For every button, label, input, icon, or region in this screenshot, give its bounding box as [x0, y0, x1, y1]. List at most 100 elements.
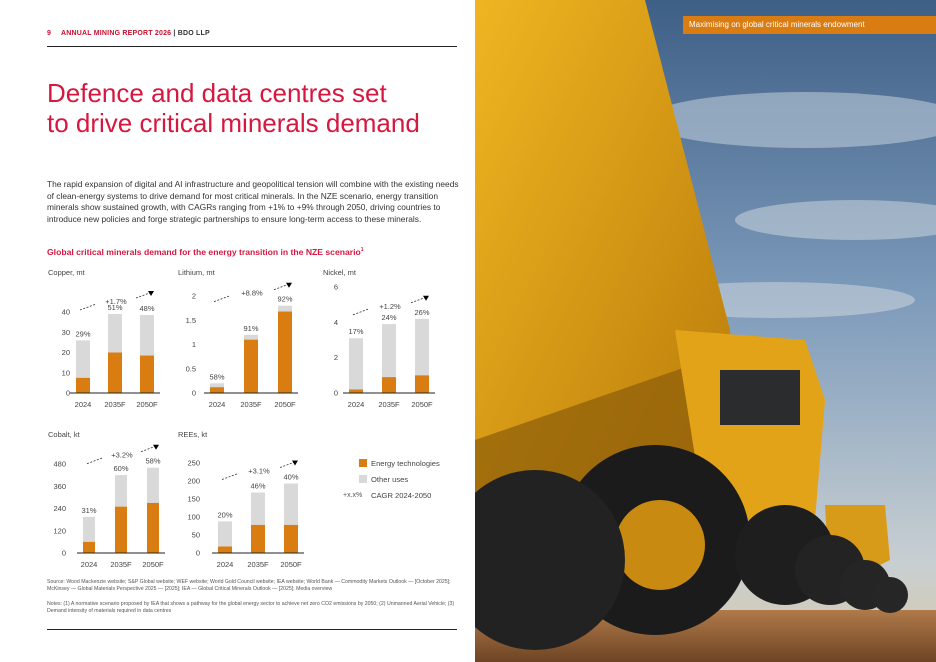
cagr-arrow-left [213, 295, 231, 303]
section-tag: Maximising on global critical minerals e… [683, 16, 936, 34]
chart-section-title-text: Global critical minerals demand for the … [47, 247, 361, 257]
chart-title: Nickel, mt [323, 268, 357, 277]
source-note: Source: Wood Mackenzie website; S&P Glob… [47, 579, 451, 592]
cagr-arrow-left [79, 303, 97, 311]
energy-swatch [359, 459, 367, 467]
y-tick-label: 150 [187, 495, 200, 504]
x-tick-label: 2050F [136, 400, 158, 409]
chart-title: Lithium, mt [178, 268, 216, 277]
page-number: 9 [47, 30, 52, 37]
bar-energy-technologies [210, 387, 224, 393]
bar-other-uses [415, 318, 429, 376]
bar-other-uses [115, 475, 127, 507]
y-tick-label: 6 [334, 283, 338, 292]
bar-energy-technologies [83, 541, 95, 553]
footer-rule [47, 629, 457, 630]
bar-energy-technologies [278, 311, 292, 393]
bar-other-uses [140, 315, 154, 356]
data-label: 60% [113, 464, 128, 473]
y-tick-label: 10 [62, 368, 70, 377]
legend-item-other: Other uses [343, 471, 440, 487]
x-tick-label: 2035F [378, 400, 400, 409]
footnote-marker: 1 [360, 247, 364, 254]
y-tick-label: 30 [62, 328, 70, 337]
cagr-label: +8.8% [241, 289, 263, 298]
y-tick-label: 20 [62, 348, 70, 357]
bar-energy-technologies [284, 524, 298, 553]
y-tick-label: 200 [187, 477, 200, 486]
bar-energy-technologies [218, 546, 232, 553]
report-page-left: 9 ANNUAL MINING REPORT 2026 | BDO LLP De… [47, 30, 459, 630]
legend-label-cagr: CAGR 2024-2050 [371, 490, 432, 500]
cagr-arrow-left [221, 473, 239, 480]
cloud [735, 200, 936, 240]
company-name: BDO LLP [177, 30, 210, 37]
y-tick-label: 2 [334, 353, 338, 362]
x-tick-label: 2035F [247, 560, 269, 569]
x-tick-label: 2035F [240, 400, 262, 409]
legend-item-cagr: +x.x% CAGR 2024-2050 [343, 487, 440, 503]
wheel-hub [615, 500, 705, 590]
data-label: 17% [348, 327, 363, 336]
cagr-label: +3.1% [248, 467, 270, 476]
data-label: 26% [414, 308, 429, 317]
header-separator: | [173, 30, 176, 37]
truck-tire [872, 577, 908, 613]
data-label: 40% [283, 473, 298, 482]
cagr-arrowhead [292, 460, 298, 466]
data-label: 24% [381, 313, 396, 322]
bar-other-uses [83, 516, 95, 542]
y-tick-label: 0 [66, 389, 70, 398]
cagr-symbol: +x.x% [343, 491, 363, 499]
y-tick-label: 100 [187, 513, 200, 522]
y-tick-label: 0 [192, 389, 196, 398]
bar-energy-technologies [108, 352, 122, 393]
bar-other-uses [382, 324, 396, 378]
y-tick-label: 360 [53, 482, 66, 491]
y-tick-label: 0 [62, 549, 66, 558]
y-tick-label: 2 [192, 292, 196, 301]
bar-other-uses [218, 521, 232, 547]
cagr-label: +3.2% [111, 451, 133, 460]
header-rule [47, 46, 457, 47]
x-tick-label: 2050F [411, 400, 433, 409]
x-tick-label: 2024 [81, 560, 98, 569]
bar-energy-technologies [147, 502, 159, 553]
cagr-arrow-left [86, 457, 104, 465]
bar-other-uses [76, 340, 90, 378]
data-label: 91% [243, 324, 258, 333]
data-label: 29% [75, 329, 90, 338]
data-label: 51% [107, 303, 122, 312]
y-tick-label: 120 [53, 526, 66, 535]
bar-other-uses [349, 338, 363, 390]
report-title: ANNUAL MINING REPORT 2026 [60, 30, 172, 37]
data-label: 48% [139, 304, 154, 313]
legend-label-energy: Energy technologies [371, 458, 440, 468]
page-title-line-2: to drive critical minerals demand [47, 108, 420, 138]
data-label: 92% [277, 295, 292, 304]
x-tick-label: 2050F [280, 560, 302, 569]
notes: Notes: (1) A normative scenario proposed… [47, 601, 455, 614]
x-tick-label: 2024 [209, 400, 226, 409]
body-paragraph: The rapid expansion of digital and AI in… [47, 179, 459, 224]
cagr-arrowhead [286, 282, 292, 288]
data-label: 58% [145, 457, 160, 466]
y-tick-label: 4 [334, 318, 338, 327]
charts-area: Copper, mt01020304029%202451%2035F48%205… [48, 268, 435, 569]
bar-energy-technologies [115, 506, 127, 553]
y-tick-label: 0 [196, 549, 200, 558]
data-label: 58% [209, 372, 224, 381]
data-label: 31% [81, 506, 96, 515]
legend-label-other: Other uses [371, 474, 409, 484]
y-tick-label: 0 [334, 389, 338, 398]
chart-title: Cobalt, kt [48, 430, 81, 439]
bar-energy-technologies [251, 524, 265, 553]
photo-illustration [475, 0, 936, 662]
y-tick-label: 1.5 [186, 316, 196, 325]
page-header: 9 ANNUAL MINING REPORT 2026 | BDO LLP [47, 30, 210, 37]
data-label: 20% [217, 510, 232, 519]
bar-other-uses [278, 305, 292, 312]
data-label: 46% [250, 482, 265, 491]
legend-item-energy: Energy technologies [343, 455, 440, 471]
y-tick-label: 1 [192, 340, 196, 349]
